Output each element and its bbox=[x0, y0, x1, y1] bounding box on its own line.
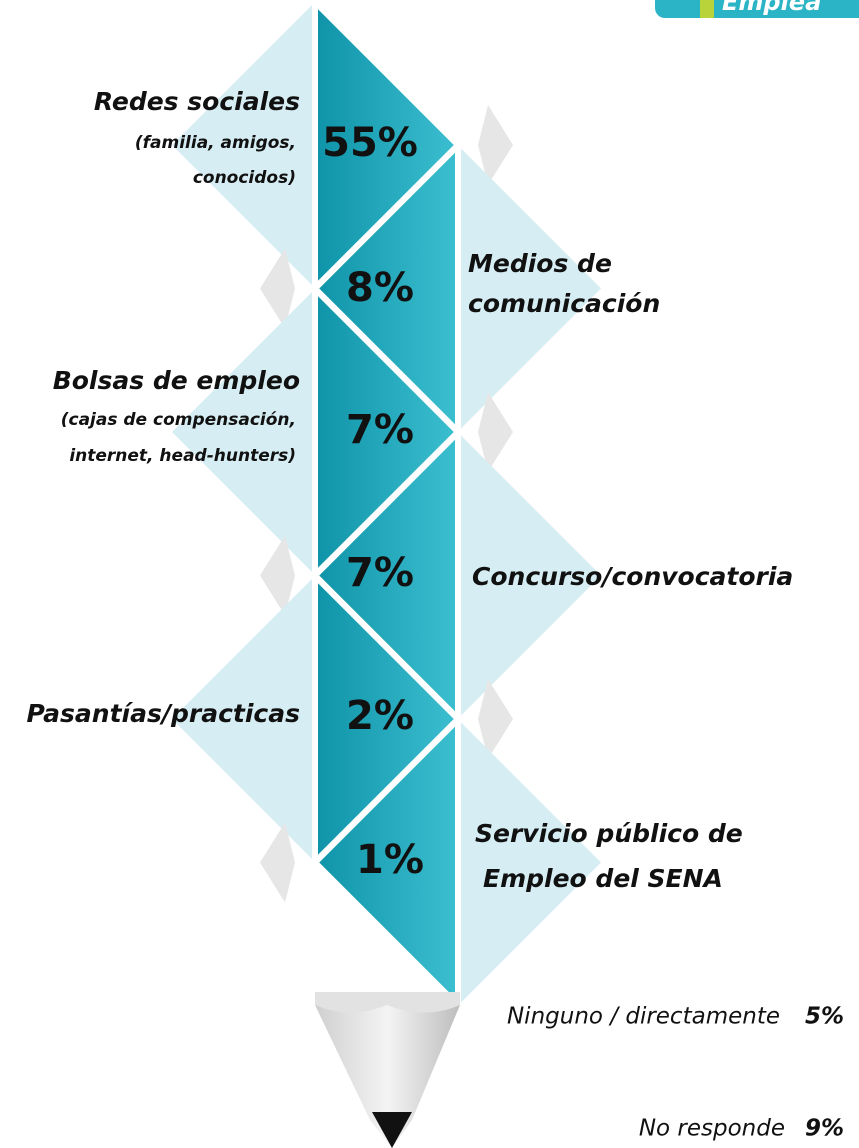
item-label: Servicio público de bbox=[475, 819, 743, 848]
item-value: 8% bbox=[346, 265, 414, 311]
item-label: Concurso/convocatoria bbox=[472, 562, 793, 591]
item-detail: (familia, amigos, bbox=[135, 133, 296, 153]
item-value: 2% bbox=[346, 693, 414, 739]
item-label: Bolsas de empleo bbox=[53, 366, 300, 395]
item-detail: (cajas de compensación, bbox=[61, 410, 296, 430]
item-value: 1% bbox=[356, 837, 424, 883]
item-detail: conocidos) bbox=[193, 168, 296, 188]
header-title: Emplea bbox=[722, 0, 821, 16]
item-label: Medios de bbox=[468, 249, 612, 278]
item-value: 7% bbox=[346, 550, 414, 596]
other-label: No responde bbox=[639, 1116, 785, 1142]
page: {"header": {"title": "Emplea"}, "items":… bbox=[0, 0, 859, 1148]
other-value: 5% bbox=[805, 1004, 844, 1030]
header-accent bbox=[700, 0, 714, 18]
item-label: Empleo del SENA bbox=[483, 864, 723, 893]
item-value: 55% bbox=[322, 120, 418, 166]
infographic: Emplea Redes sociales (familia, amigos, co… bbox=[0, 0, 859, 1148]
item-label: Pasantías/practicas bbox=[26, 699, 300, 728]
other-label: Ninguno / directamente bbox=[507, 1004, 780, 1030]
diamond-light bbox=[458, 720, 601, 1006]
item-detail: internet, head-hunters) bbox=[69, 446, 296, 466]
item-label: Redes sociales bbox=[94, 87, 300, 116]
other-value: 9% bbox=[805, 1116, 844, 1142]
item-value: 7% bbox=[346, 407, 414, 453]
item-label: comunicación bbox=[468, 289, 660, 318]
diamond-light bbox=[172, 289, 315, 575]
